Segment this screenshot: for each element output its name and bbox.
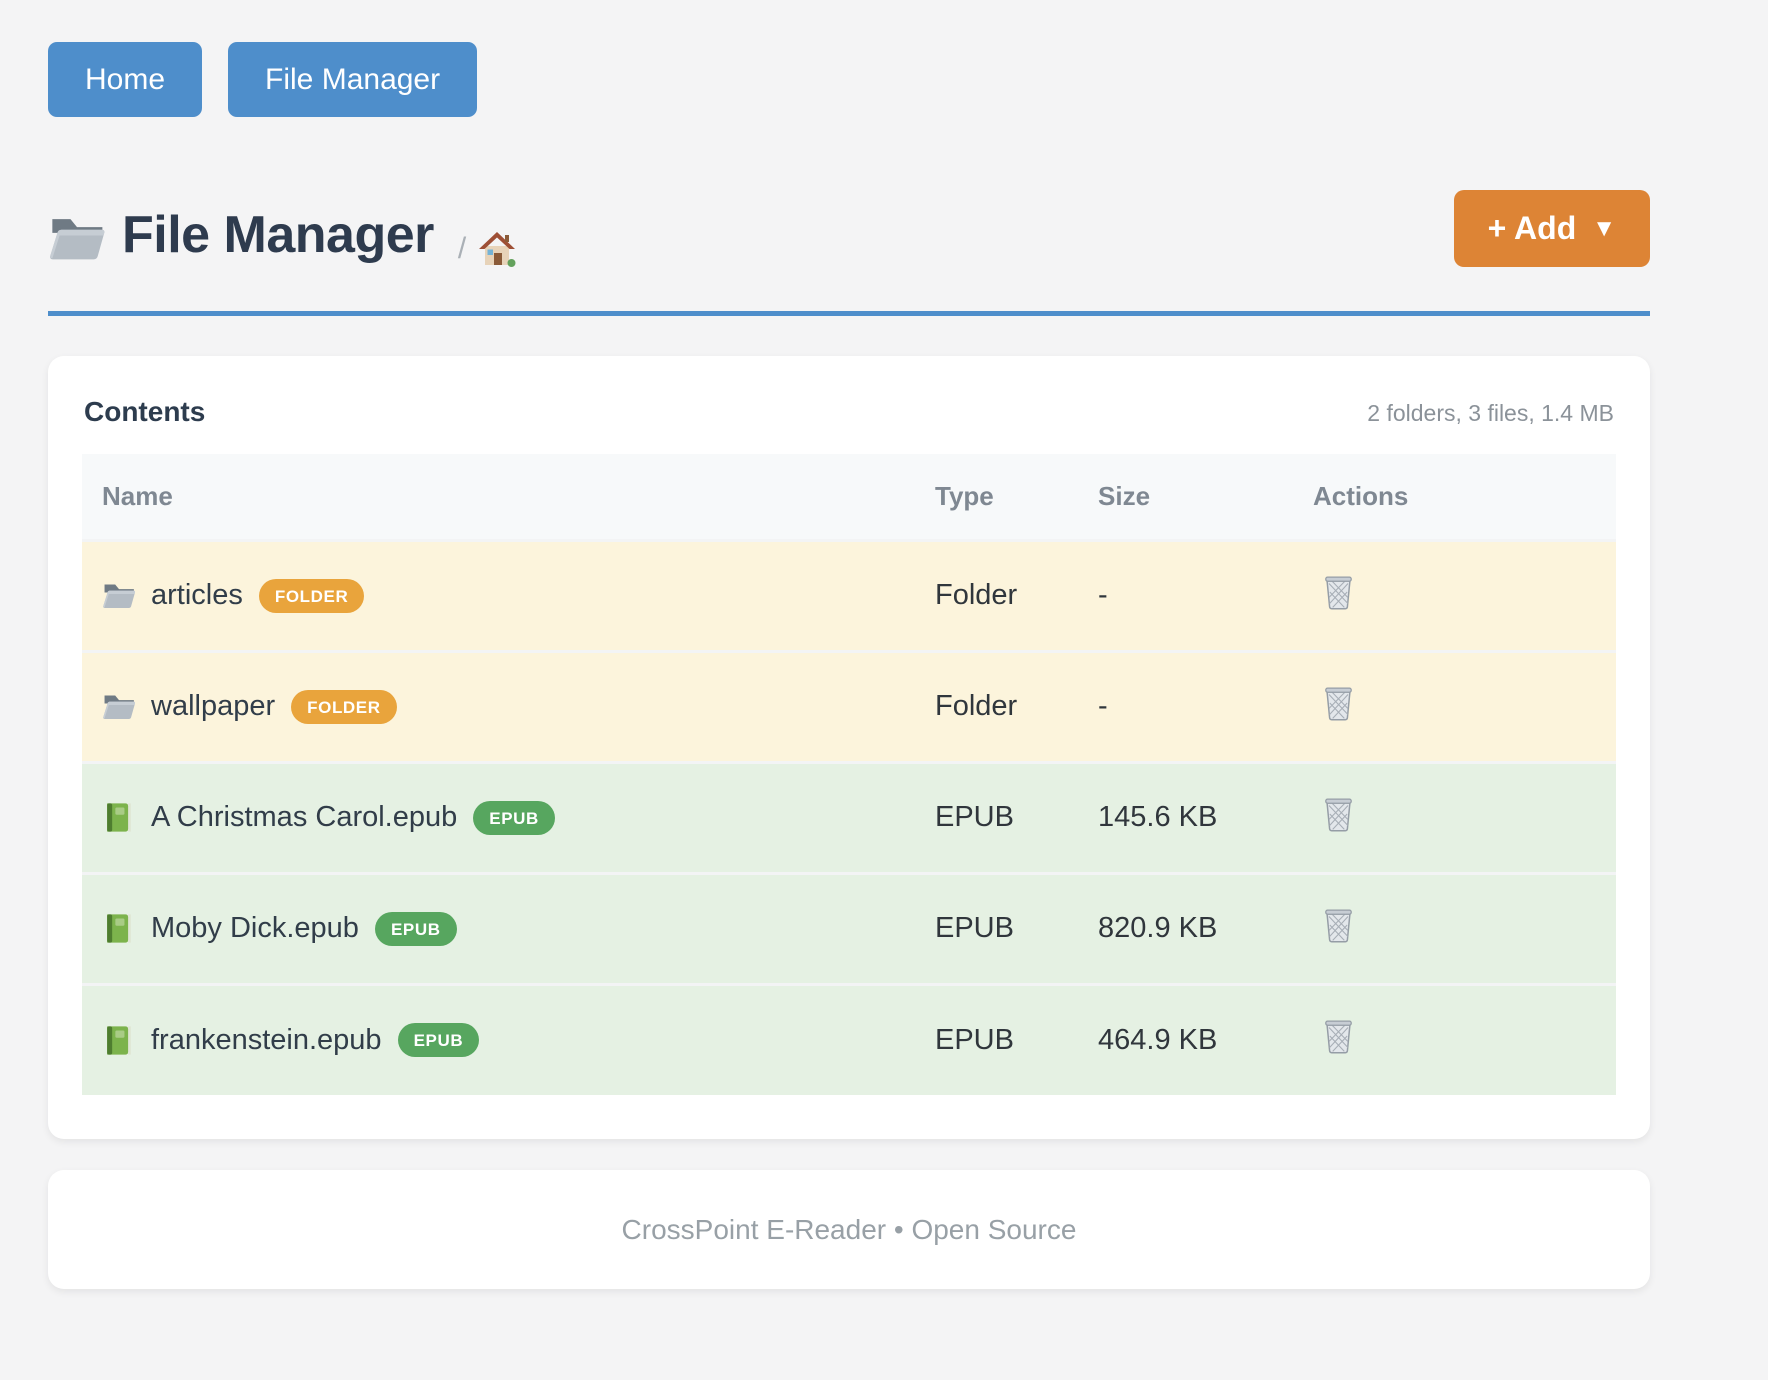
delete-button[interactable] — [1323, 574, 1354, 610]
page: Home File Manager File Manager / + Add ▼… — [48, 0, 1650, 1289]
entry-type: Folder — [910, 651, 1073, 762]
epub-badge: EPUB — [398, 1023, 480, 1057]
trash-icon — [1323, 1018, 1354, 1054]
page-header: File Manager / + Add ▼ — [48, 205, 1650, 267]
folder-badge: FOLDER — [291, 690, 396, 724]
breadcrumb: / — [458, 231, 516, 267]
trash-icon — [1323, 796, 1354, 832]
contents-heading: Contents — [84, 396, 205, 428]
entry-type: Folder — [910, 540, 1073, 651]
folder-icon — [102, 580, 136, 611]
footer-card: CrossPoint E-Reader • Open Source — [48, 1170, 1650, 1289]
contents-summary: 2 folders, 3 files, 1.4 MB — [1367, 400, 1614, 427]
table-row-moby-dick: Moby Dick.epub EPUB EPUB 820.9 KB — [82, 873, 1616, 984]
entry-size: 820.9 KB — [1073, 873, 1288, 984]
trash-icon — [1323, 907, 1354, 943]
epub-badge: EPUB — [473, 801, 555, 835]
entry-size: - — [1073, 651, 1288, 762]
trash-icon — [1323, 685, 1354, 721]
entry-type: EPUB — [910, 762, 1073, 873]
column-header-actions: Actions — [1288, 454, 1616, 540]
add-button-label: + Add — [1488, 210, 1577, 247]
entry-name: wallpaper — [151, 690, 275, 723]
column-header-name: Name — [82, 454, 910, 540]
folder-link[interactable]: articles — [102, 579, 243, 612]
column-header-size: Size — [1073, 454, 1288, 540]
entry-name: A Christmas Carol.epub — [151, 801, 457, 834]
page-title: File Manager — [122, 205, 434, 265]
folder-link[interactable]: wallpaper — [102, 690, 275, 723]
entry-type: EPUB — [910, 984, 1073, 1095]
entry-name: articles — [151, 579, 243, 612]
delete-button[interactable] — [1323, 1018, 1354, 1054]
entry-size: 145.6 KB — [1073, 762, 1288, 873]
table-row-christmas-carol: A Christmas Carol.epub EPUB EPUB 145.6 K… — [82, 762, 1616, 873]
epub-badge: EPUB — [375, 912, 457, 946]
delete-button[interactable] — [1323, 685, 1354, 721]
delete-button[interactable] — [1323, 907, 1354, 943]
breadcrumb-separator: / — [458, 232, 466, 266]
delete-button[interactable] — [1323, 796, 1354, 832]
file-link[interactable]: Moby Dick.epub — [102, 912, 359, 945]
green-book-icon — [102, 1025, 136, 1056]
folder-badge: FOLDER — [259, 579, 364, 613]
nav-file-manager-button[interactable]: File Manager — [228, 42, 477, 117]
table-header-row: Name Type Size Actions — [82, 454, 1616, 540]
file-link[interactable]: frankenstein.epub — [102, 1024, 382, 1057]
entry-type: EPUB — [910, 873, 1073, 984]
nav-home-button[interactable]: Home — [48, 42, 202, 117]
header-divider — [48, 311, 1650, 316]
green-book-icon — [102, 913, 136, 944]
table-row-frankenstein: frankenstein.epub EPUB EPUB 464.9 KB — [82, 984, 1616, 1095]
entry-size: - — [1073, 540, 1288, 651]
trash-icon — [1323, 574, 1354, 610]
file-table: Name Type Size Actions articles FOLDER — [82, 454, 1616, 1095]
add-button[interactable]: + Add ▼ — [1454, 190, 1650, 267]
contents-card-header: Contents 2 folders, 3 files, 1.4 MB — [82, 396, 1616, 454]
contents-card: Contents 2 folders, 3 files, 1.4 MB Name… — [48, 356, 1650, 1139]
folder-icon — [48, 213, 106, 263]
top-nav: Home File Manager — [48, 0, 1650, 117]
file-link[interactable]: A Christmas Carol.epub — [102, 801, 457, 834]
column-header-type: Type — [910, 454, 1073, 540]
entry-name: Moby Dick.epub — [151, 912, 359, 945]
caret-down-icon: ▼ — [1592, 215, 1616, 243]
title-wrap: File Manager — [48, 205, 434, 265]
table-row-wallpaper: wallpaper FOLDER Folder - — [82, 651, 1616, 762]
table-row-articles: articles FOLDER Folder - — [82, 540, 1616, 651]
folder-icon — [102, 691, 136, 722]
footer-text: CrossPoint E-Reader • Open Source — [622, 1214, 1077, 1246]
entry-name: frankenstein.epub — [151, 1024, 382, 1057]
entry-size: 464.9 KB — [1073, 984, 1288, 1095]
home-icon[interactable] — [478, 231, 516, 267]
green-book-icon — [102, 802, 136, 833]
